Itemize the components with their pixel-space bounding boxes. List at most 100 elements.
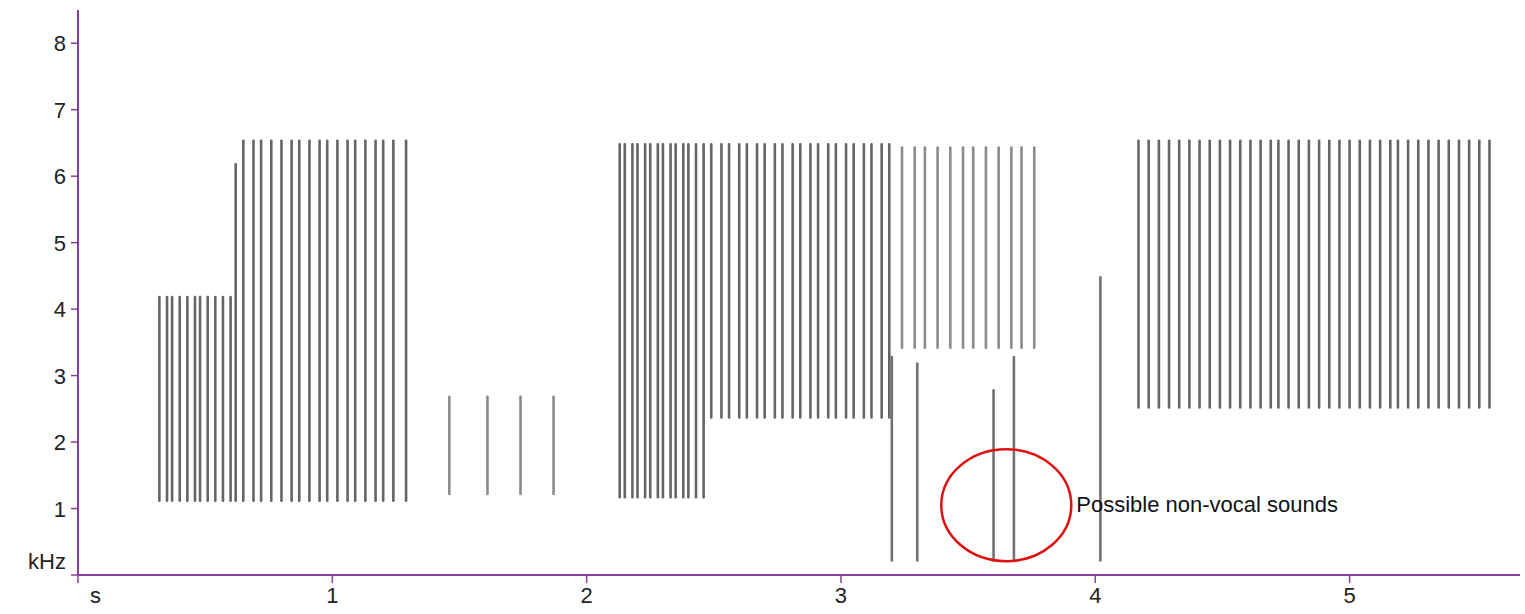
pulse	[631, 143, 634, 499]
x-tick-label: 1	[326, 583, 338, 608]
pulses	[158, 140, 1491, 562]
pulse	[781, 143, 784, 419]
pulse	[913, 146, 916, 349]
y-tick-label: 7	[54, 98, 66, 123]
pulse	[280, 140, 283, 502]
pulse	[1178, 140, 1181, 409]
pulse	[354, 140, 357, 502]
y-tick-label: kHz	[28, 549, 66, 574]
pulse	[924, 146, 927, 349]
pulse	[382, 140, 385, 502]
pulse	[1297, 140, 1300, 409]
pulse	[1447, 140, 1450, 409]
pulse	[636, 143, 639, 499]
pulse	[1168, 140, 1171, 409]
pulse	[916, 362, 919, 561]
pulse	[702, 143, 705, 499]
pulse	[901, 146, 904, 349]
y-tick-label: 5	[54, 231, 66, 256]
pulse	[270, 140, 273, 502]
x-tick	[586, 575, 588, 583]
pulse	[1219, 140, 1222, 409]
y-tick	[71, 508, 78, 510]
pulse	[234, 163, 237, 502]
pulse	[1020, 146, 1023, 349]
pulse	[222, 296, 225, 502]
pulse	[229, 296, 232, 502]
pulse	[623, 143, 626, 499]
x-tick	[332, 575, 334, 583]
pulse	[1239, 140, 1242, 409]
y-tick	[71, 441, 78, 443]
y-tick	[71, 109, 78, 111]
pulse	[1468, 140, 1471, 409]
pulse	[519, 396, 522, 496]
pulse	[972, 146, 975, 349]
pulse	[662, 143, 665, 499]
pulse	[1137, 140, 1140, 409]
pulse	[1437, 140, 1440, 409]
pulse	[194, 296, 197, 502]
pulse	[1277, 140, 1280, 409]
pulse	[1308, 140, 1311, 409]
x-tick-label: 5	[1343, 583, 1355, 608]
pulse	[618, 143, 621, 499]
pulse	[1013, 356, 1016, 562]
pulse	[1229, 140, 1232, 409]
pulse	[791, 143, 794, 419]
pulse	[252, 140, 255, 502]
pulse	[1249, 140, 1252, 409]
x-tick	[77, 575, 79, 583]
pulse	[649, 143, 652, 499]
pulse	[1158, 140, 1161, 409]
pulse	[936, 146, 939, 349]
pulse	[674, 143, 677, 499]
pulse	[1417, 140, 1420, 409]
pulse	[695, 143, 698, 499]
pulse	[336, 140, 339, 502]
x-tick	[1349, 575, 1351, 583]
pulse	[1338, 140, 1341, 409]
pulse	[242, 140, 245, 502]
pulse	[1389, 140, 1392, 409]
y-tick	[71, 175, 78, 177]
pulse	[1348, 140, 1351, 409]
pulse	[1318, 140, 1321, 409]
pulse	[763, 143, 766, 419]
y-tick-label: 3	[54, 364, 66, 389]
pulse	[298, 140, 301, 502]
pulse	[738, 143, 741, 419]
pulse	[290, 140, 293, 502]
y-tick	[71, 42, 78, 44]
y-axis	[77, 10, 79, 575]
pulse	[845, 143, 848, 419]
y-tick-label: 6	[54, 164, 66, 189]
pulse	[870, 143, 873, 419]
pulse	[214, 296, 217, 502]
pulse	[728, 143, 731, 419]
x-axis	[78, 574, 1520, 576]
pulse	[1010, 146, 1013, 349]
y-tick-label: 1	[54, 497, 66, 522]
pulse	[158, 296, 161, 502]
pulse	[682, 143, 685, 499]
pulse	[486, 396, 489, 496]
pulse	[863, 143, 866, 419]
pulse	[809, 143, 812, 419]
pulse	[710, 143, 713, 419]
pulse	[1488, 140, 1491, 409]
x-tick-label: s	[90, 583, 101, 608]
pulse	[992, 389, 995, 562]
pulse	[756, 143, 759, 419]
pulse	[1208, 140, 1211, 409]
pulse	[1198, 140, 1201, 409]
x-tick-label: 4	[1089, 583, 1101, 608]
pulse	[448, 396, 451, 496]
annotation-ellipse	[941, 449, 1071, 561]
pulse	[1427, 140, 1430, 409]
pulse	[405, 140, 408, 502]
pulse	[997, 146, 1000, 349]
pulse	[985, 146, 988, 349]
pulse	[392, 140, 395, 502]
chart: kHz12345678s12345Possible non-vocal soun…	[0, 0, 1525, 614]
